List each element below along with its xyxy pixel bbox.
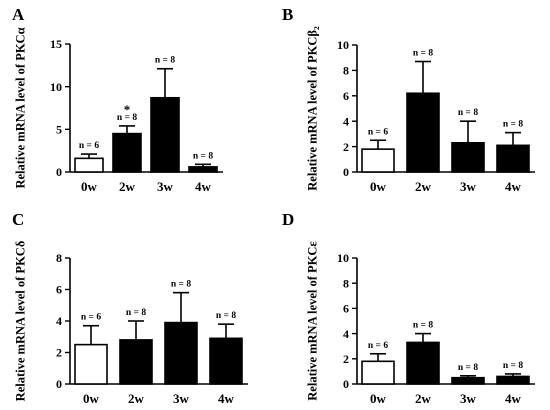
n-annotation: n = 8 — [126, 308, 146, 318]
x-tick-label: 2w — [415, 179, 432, 194]
x-tick-label: 0w — [370, 391, 387, 406]
bar — [361, 360, 395, 385]
x-tick-label: 4w — [218, 391, 235, 406]
x-tick-label: 0w — [81, 179, 98, 194]
y-tick-label: 0 — [56, 377, 62, 391]
x-tick-label: 3w — [157, 179, 174, 194]
bar — [112, 132, 142, 173]
y-axis-title: Relative mRNA level of PKCβ₂ — [305, 26, 319, 191]
n-annotation: n = 6 — [81, 313, 101, 323]
significance-marker: * — [124, 102, 131, 117]
x-tick-label: 3w — [173, 391, 190, 406]
bar — [406, 92, 440, 173]
n-annotation: n = 8 — [193, 151, 213, 161]
y-tick-label: 0 — [343, 377, 349, 391]
n-annotation: n = 8 — [155, 56, 175, 66]
y-axis-title: Relative mRNA level of PKCα — [13, 27, 27, 188]
y-tick-label: 15 — [50, 37, 62, 51]
y-tick-label: 5 — [56, 123, 62, 137]
y-tick-label: 2 — [343, 140, 349, 154]
panel-label: C — [12, 210, 24, 229]
y-tick-label: 4 — [56, 314, 62, 328]
x-tick-label: 4w — [505, 391, 522, 406]
y-tick-label: 6 — [343, 302, 349, 316]
y-tick-label: 6 — [343, 89, 349, 103]
y-tick-label: 10 — [337, 251, 349, 265]
x-tick-label: 4w — [505, 179, 522, 194]
bar — [451, 141, 485, 173]
y-axis-title: Relative mRNA level of PKCδ — [13, 240, 27, 401]
x-tick-label: 3w — [460, 391, 477, 406]
bar — [188, 166, 218, 173]
bar — [361, 148, 395, 173]
y-tick-label: 4 — [343, 114, 349, 128]
n-annotation: n = 8 — [171, 280, 191, 290]
panel-label: B — [282, 5, 293, 24]
n-annotation: n = 6 — [79, 141, 99, 151]
bar — [74, 157, 104, 173]
bar — [406, 341, 440, 385]
n-annotation: n = 8 — [216, 311, 236, 321]
bar — [209, 337, 243, 385]
x-tick-label: 2w — [128, 391, 145, 406]
y-tick-label: 8 — [343, 276, 349, 290]
n-annotation: n = 6 — [368, 127, 388, 137]
n-annotation: n = 6 — [368, 341, 388, 351]
panel-label: A — [12, 5, 25, 24]
bar — [496, 375, 530, 385]
x-tick-label: 2w — [119, 179, 136, 194]
bar — [164, 321, 198, 385]
y-tick-label: 6 — [56, 283, 62, 297]
panel-label: D — [282, 210, 294, 229]
bar — [451, 376, 485, 385]
n-annotation: n = 8 — [413, 321, 433, 331]
y-tick-label: 8 — [56, 251, 62, 265]
y-tick-label: 2 — [56, 346, 62, 360]
n-annotation: n = 8 — [413, 49, 433, 59]
n-annotation: n = 8 — [458, 108, 478, 118]
x-tick-label: 2w — [415, 391, 432, 406]
y-tick-label: 0 — [56, 165, 62, 179]
n-annotation: n = 8 — [503, 120, 523, 130]
y-tick-label: 2 — [343, 352, 349, 366]
y-tick-label: 4 — [343, 327, 349, 341]
n-annotation: n = 8 — [458, 363, 478, 373]
x-tick-label: 4w — [195, 179, 212, 194]
x-tick-label: 0w — [370, 179, 387, 194]
x-tick-label: 0w — [83, 391, 100, 406]
n-annotation: n = 8 — [117, 113, 137, 123]
bar — [74, 343, 108, 385]
y-axis-title: Relative mRNA level of PKCε — [305, 241, 319, 401]
bar — [119, 339, 153, 385]
x-tick-label: 3w — [460, 179, 477, 194]
y-tick-label: 0 — [343, 165, 349, 179]
n-annotation: n = 8 — [503, 361, 523, 371]
y-tick-label: 8 — [343, 64, 349, 78]
bar — [150, 96, 180, 173]
bar — [496, 144, 530, 173]
y-tick-label: 10 — [50, 80, 62, 94]
y-tick-label: 10 — [337, 38, 349, 52]
